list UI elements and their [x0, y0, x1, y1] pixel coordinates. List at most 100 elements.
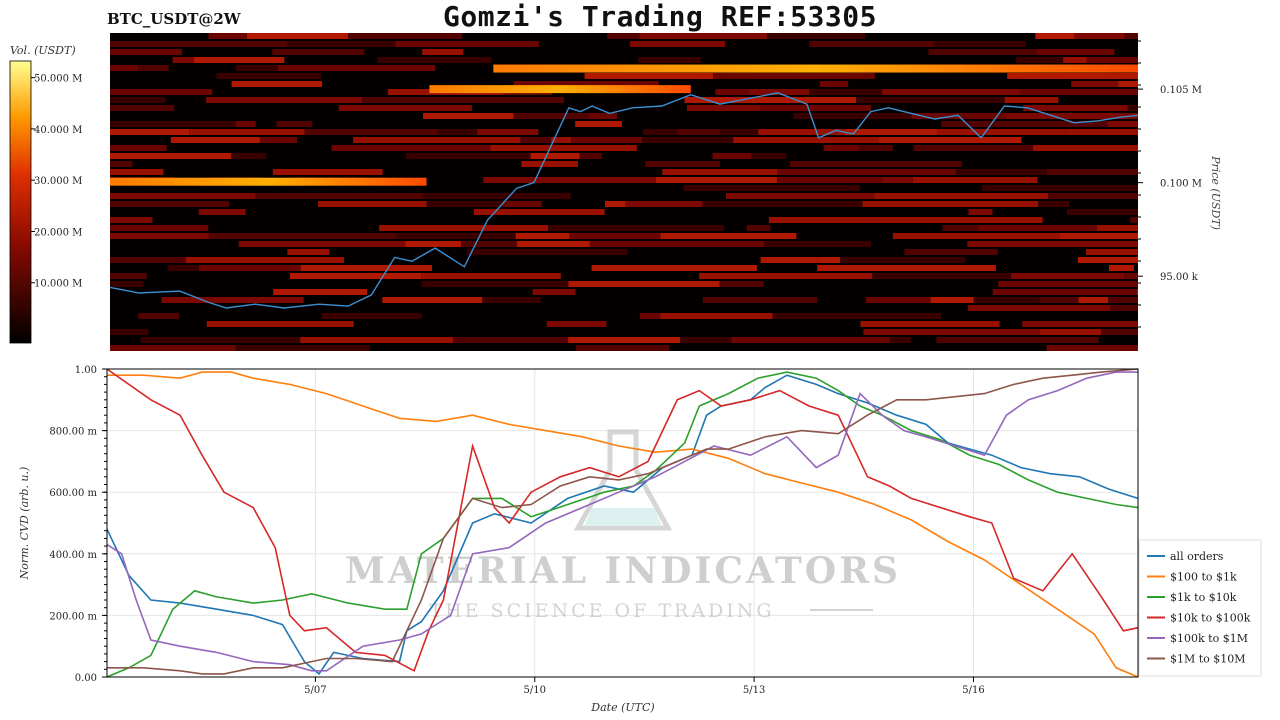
heatmap-cell — [110, 257, 186, 263]
heatmap-cell — [516, 241, 590, 247]
heatmap-cell — [1066, 209, 1138, 215]
heatmap-cell — [968, 305, 1111, 311]
heatmap-cell — [589, 241, 765, 247]
heatmap-cell — [170, 137, 260, 143]
heatmap-cell — [172, 57, 194, 63]
y-tick-label: 600.00 m — [49, 488, 97, 499]
heatmap-cell — [1059, 233, 1138, 239]
heatmap-cell — [1020, 89, 1138, 95]
heatmap-cell — [892, 233, 1060, 239]
legend: all orders $100 to $1k $1k to $10k $10k to … — [1138, 539, 1262, 677]
heatmap-cell — [515, 233, 570, 239]
heatmap-cell — [1137, 289, 1138, 295]
heatmap-cell — [206, 97, 363, 103]
heatmap-cell — [858, 145, 893, 151]
heatmap-cell — [872, 273, 1012, 279]
heatmap-cell — [660, 313, 773, 319]
heatmap-cell — [625, 345, 670, 351]
heatmap-cell — [579, 153, 603, 159]
heatmap-cell — [702, 297, 818, 303]
heatmap-cell — [426, 201, 503, 207]
legend-items: all orders $100 to $1k $1k to $10k $10k to … — [1147, 550, 1251, 666]
heatmap-cell — [1127, 105, 1138, 111]
heatmap-cell — [956, 169, 1047, 175]
heatmap-cell — [422, 49, 464, 55]
legend-label: $100 to $1k — [1170, 571, 1237, 584]
flask-liquid-icon — [584, 508, 662, 526]
colorbar: 10.000 M 20.000 M 30.000 M 40.000 M 50.000 M — [9, 60, 82, 344]
heatmap-cell — [591, 265, 757, 271]
heatmap-cell — [513, 113, 589, 119]
heatmap-cell — [473, 209, 605, 215]
heatmap-cell — [1065, 129, 1138, 135]
heatmap-cell — [1039, 337, 1099, 343]
heatmap-cell — [1038, 201, 1070, 207]
heatmap-cell — [110, 97, 166, 103]
heatmap-cell — [1033, 145, 1138, 151]
heatmap-cell — [421, 281, 453, 287]
heatmap-cell — [981, 185, 1138, 191]
heatmap-cell — [856, 97, 1005, 103]
heatmap-cell — [629, 41, 726, 47]
heatmap-cell — [199, 265, 301, 271]
colorbar-tick-label: 50.000 M — [34, 74, 82, 85]
heatmap-cell — [276, 121, 313, 127]
heatmap-cell — [764, 241, 872, 247]
heatmap-cell — [1004, 97, 1059, 103]
heatmap-cell — [110, 89, 213, 95]
heatmap-cell — [575, 121, 622, 127]
liquidity-level — [110, 177, 427, 186]
heatmap-cell — [840, 257, 966, 263]
x-tick-label: 5/16 — [962, 685, 984, 696]
heatmap-cell — [878, 137, 1022, 143]
colorbar-label: Vol. (USDT) — [10, 44, 76, 57]
heatmap-cell — [377, 57, 492, 63]
heatmap-cell — [379, 225, 549, 231]
heatmap-cell — [715, 89, 749, 95]
legend-label: all orders — [1170, 550, 1224, 563]
price-tick-label: 0.105 M — [1160, 85, 1202, 96]
heatmap-cell — [639, 33, 768, 39]
heatmap-cell — [110, 225, 209, 231]
heatmap-cell — [110, 217, 153, 223]
heatmap-cell — [660, 233, 797, 239]
heatmap-cell — [300, 265, 433, 271]
legend-label: $100k to $1M — [1170, 632, 1248, 645]
heatmap-cell — [819, 81, 849, 87]
heatmap-cell — [238, 241, 406, 247]
heatmap-cell — [1048, 193, 1138, 199]
y-tick-label: 1.00 — [75, 365, 97, 376]
heatmap-cell — [551, 137, 572, 143]
heatmap-cell — [395, 41, 539, 47]
heatmap-cell — [588, 113, 617, 119]
heatmap-cell — [198, 209, 246, 215]
heatmap-cell — [255, 193, 423, 199]
heatmap-cell — [513, 81, 659, 87]
heatmap-cell — [638, 57, 701, 63]
heatmap-cell — [684, 97, 857, 103]
heatmap-panel: 95.00 k 0.100 M 0.105 M Price (USDT) — [109, 33, 1222, 351]
heatmap-cell — [110, 169, 164, 175]
heatmap-cell — [1130, 217, 1138, 223]
heatmap-cell — [520, 137, 552, 143]
heatmap-cell — [720, 129, 759, 135]
heatmap-cell — [1086, 57, 1138, 63]
heatmap-cell — [1070, 241, 1138, 247]
heatmap-cell — [568, 281, 720, 287]
heatmap-cell — [575, 345, 626, 351]
heatmap-cell — [421, 273, 561, 279]
heatmap-cell — [1022, 321, 1138, 327]
heatmap-cell — [110, 121, 236, 127]
heatmap-cell — [138, 313, 179, 319]
heatmap-cell — [719, 281, 764, 287]
heatmap-cell — [167, 265, 200, 271]
heatmap-cell — [913, 145, 1034, 151]
heatmap-cell — [748, 89, 810, 95]
heatmap-cell — [337, 233, 397, 239]
colorbar-tick-label: 30.000 M — [34, 176, 82, 187]
heatmap-cell — [882, 177, 913, 183]
heatmap-cell — [110, 329, 149, 335]
heatmap-cell — [809, 89, 882, 95]
heatmap-cell — [968, 209, 993, 215]
y-tick-label: 200.00 m — [49, 611, 97, 622]
